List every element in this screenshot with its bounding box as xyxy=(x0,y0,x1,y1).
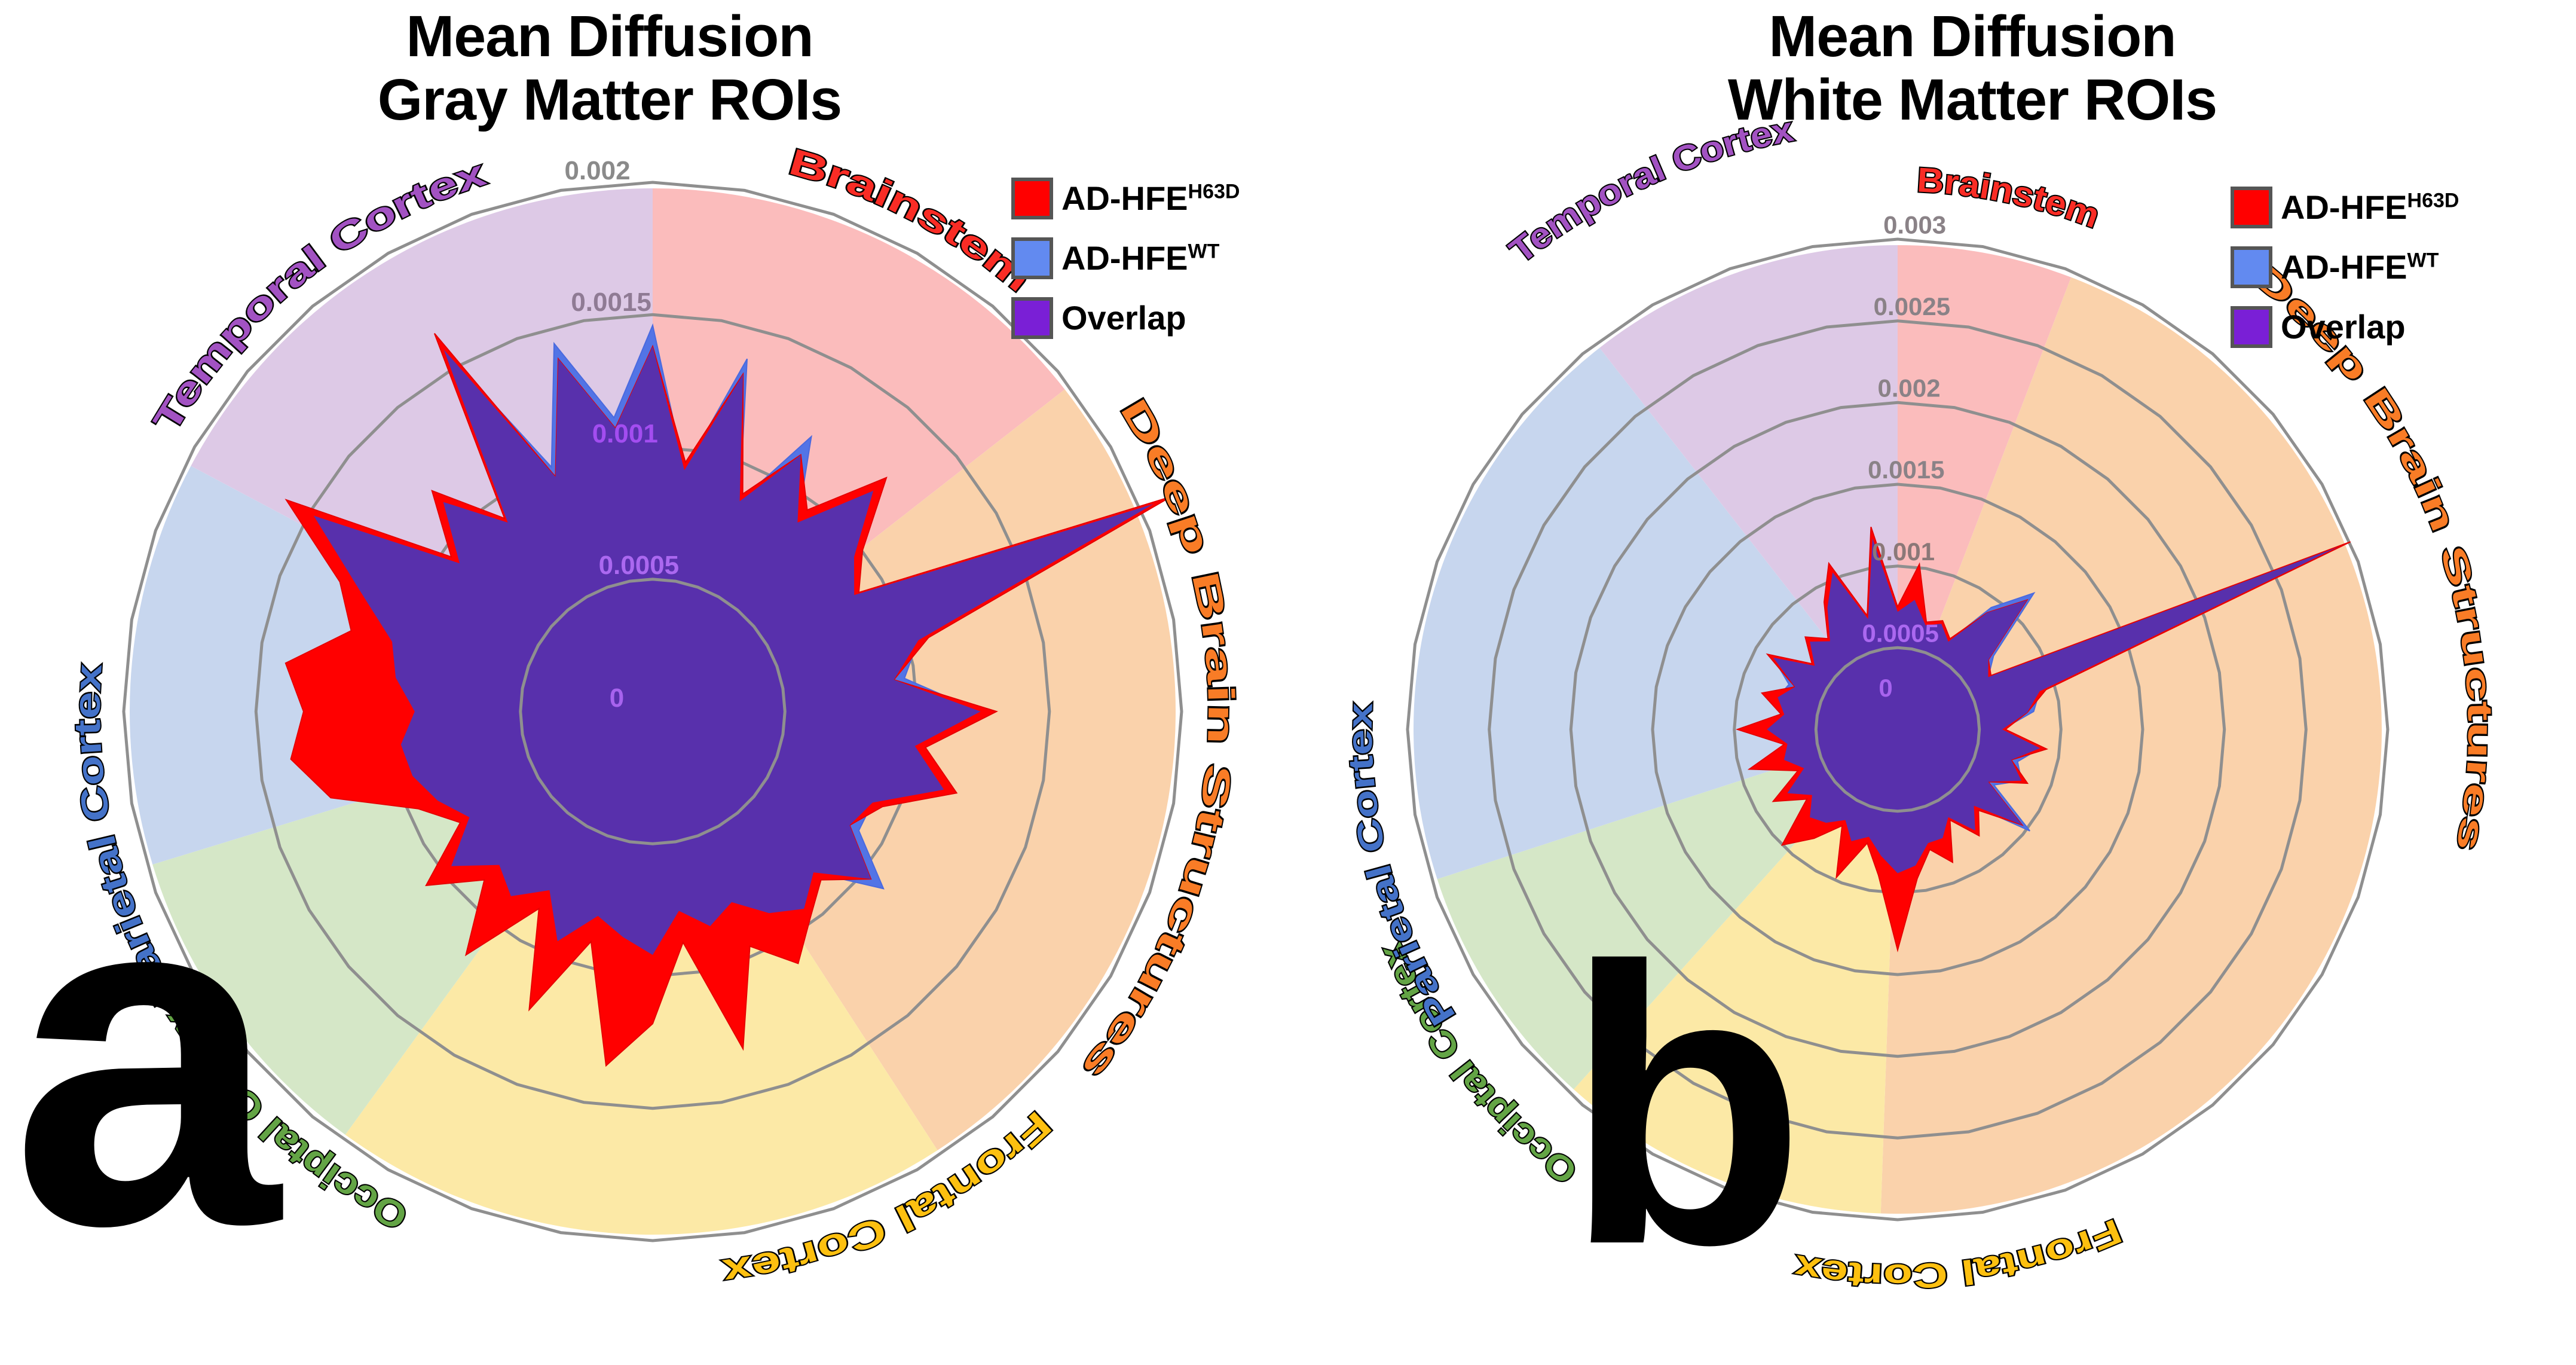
panel-label-a: a xyxy=(11,784,280,1326)
grid-ring-0.002 xyxy=(1569,401,2226,1058)
legend-label: Overlap xyxy=(1061,299,1186,337)
chart-a-title: Mean Diffusion Gray Matter ROIs xyxy=(215,5,1004,131)
grid-ring-inner-overlay xyxy=(519,578,787,845)
sector-occiptal-cortex xyxy=(1437,729,1898,1089)
radial-tick-label-0.001: 0.001 xyxy=(1872,538,1935,566)
legend-row-2: Overlap xyxy=(1011,297,1240,339)
radial-tick-label-0: 0 xyxy=(1879,674,1892,702)
legend-label: AD-HFEWT xyxy=(2281,248,2439,286)
sector-frontal-cortex xyxy=(1574,729,1898,1214)
legend-swatch-icon xyxy=(2231,246,2272,288)
sector-temporal-cortex xyxy=(1599,245,1898,729)
radial-tick-label-0.0005: 0.0005 xyxy=(1862,619,1939,647)
grid-ring-0.0015 xyxy=(254,313,1051,1110)
legend-label: Overlap xyxy=(2281,308,2406,346)
chart-b-legend: AD-HFEH63D AD-HFEWT Overlap xyxy=(2231,187,2459,348)
series-area-overlap xyxy=(1767,538,2339,874)
chart-a-title-line2: Gray Matter ROIs xyxy=(377,66,842,132)
radial-tick-label-0.003: 0.003 xyxy=(1883,210,1946,239)
sector-label-temporal-cortex: Temporal Cortex xyxy=(1503,110,1797,271)
legend-label: AD-HFEH63D xyxy=(1061,179,1240,217)
legend-row-2: Overlap xyxy=(2231,306,2459,348)
grid-ring-0.003 xyxy=(1406,237,2390,1222)
legend-row-1: AD-HFEWT xyxy=(2231,246,2459,288)
legend-swatch-icon xyxy=(1011,237,1053,279)
legend-row-0: AD-HFEH63D xyxy=(2231,187,2459,228)
radial-tick-label-0.002: 0.002 xyxy=(1878,374,1941,402)
radial-tick-label-0: 0 xyxy=(610,683,624,713)
radial-tick-label-0.0015: 0.0015 xyxy=(571,288,651,317)
grid-ring-0.0025 xyxy=(1488,319,2308,1140)
radial-tick-label-0.0025: 0.0025 xyxy=(1874,292,1950,320)
series-area-overlap xyxy=(313,346,1154,955)
sector-label-frontal-cortex: Frontal Cortex xyxy=(1791,1211,2127,1296)
legend-swatch-icon xyxy=(1011,178,1053,219)
chart-b-title-line1: Mean Diffusion xyxy=(1769,4,2176,69)
legend-label: AD-HFEWT xyxy=(1061,239,1220,277)
legend-swatch-icon xyxy=(1011,297,1053,339)
grid-ring-0.002 xyxy=(122,181,1183,1242)
chart-b-title: Mean Diffusion White Matter ROIs xyxy=(1572,5,2373,131)
chart-a-title-line1: Mean Diffusion xyxy=(406,4,813,69)
sector-brainstem xyxy=(1898,245,2072,729)
legend-swatch-icon xyxy=(2231,187,2272,228)
legend-row-0: AD-HFEH63D xyxy=(1011,178,1240,219)
chart-b-title-line2: White Matter ROIs xyxy=(1727,66,2217,132)
radial-tick-label-0.0015: 0.0015 xyxy=(1868,456,1944,484)
legend-row-1: AD-HFEWT xyxy=(1011,237,1240,279)
radial-tick-label-0.002: 0.002 xyxy=(564,156,630,185)
radial-tick-label-0.001: 0.001 xyxy=(592,419,658,448)
sector-parietal-cortex xyxy=(1414,347,1898,880)
grid-ring-0.001 xyxy=(1733,564,2063,894)
panel-label-b: b xyxy=(1565,885,1806,1326)
radial-tick-label-0.0005: 0.0005 xyxy=(599,551,680,580)
legend-label: AD-HFEH63D xyxy=(2281,188,2459,226)
grid-ring-0.0015 xyxy=(1651,483,2144,976)
grid-ring-inner-overlay xyxy=(1814,646,1981,813)
chart-a-legend: AD-HFEH63D AD-HFEWT Overlap xyxy=(1011,178,1240,339)
legend-swatch-icon xyxy=(2231,306,2272,348)
